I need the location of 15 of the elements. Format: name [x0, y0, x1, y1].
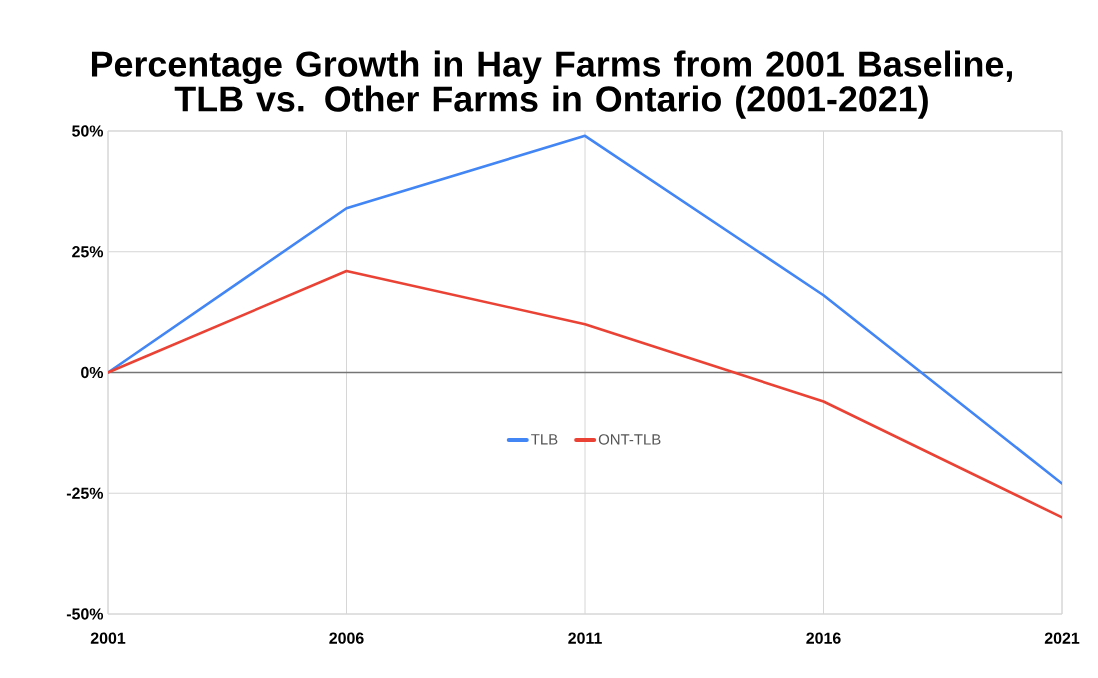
x-tick-label: 2011 [568, 632, 602, 644]
x-tick-label: 2016 [806, 632, 841, 644]
line-series [108, 134, 1063, 485]
line-series [108, 269, 1063, 519]
legend-label: TLB [531, 434, 558, 445]
y-tick-label: 25% [72, 246, 104, 258]
y-tick-label: 0% [81, 366, 104, 379]
x-tick-label: 2001 [90, 632, 126, 644]
y-tick-label: -50% [66, 608, 104, 620]
chart-title: Percentage Growth in Hay Farms from 2001 Baseline, TLB vs. Other Farms in Ontario (2001-2021) [91, 50, 1012, 119]
y-tick-label: -25% [66, 487, 104, 499]
x-tick-label: 2021 [1044, 632, 1080, 644]
legend-label: ONT-TLB [598, 434, 661, 445]
x-tick-label: 2006 [329, 632, 364, 644]
y-tick-label: 50% [72, 125, 104, 137]
